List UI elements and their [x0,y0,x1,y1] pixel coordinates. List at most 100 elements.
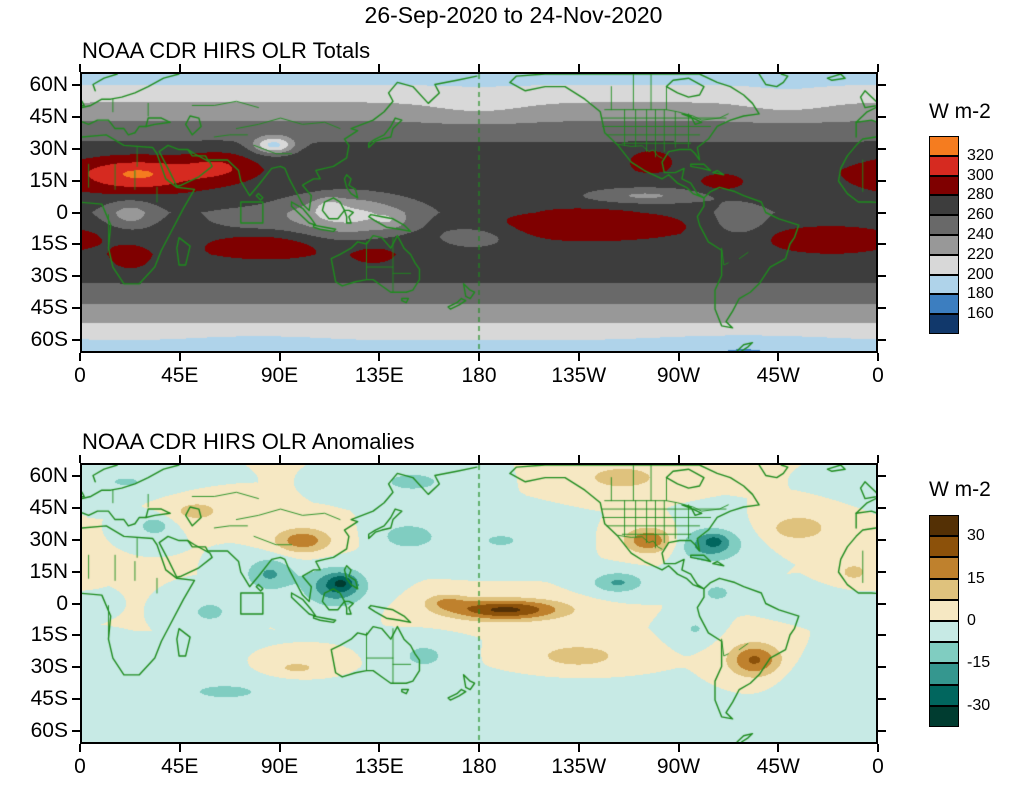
lon-major-tick [777,353,780,361]
lon-tick-label: 45E [161,364,199,387]
anomalies-map-frame [80,463,878,744]
lat-tick-label: 30N [29,527,68,551]
colorbar-tick-label: 280 [967,186,994,204]
lat-major-tick [878,474,886,477]
lon-major-tick [278,455,281,463]
colorbar-tick-label: 0 [967,612,976,629]
lon-tick-label: 90E [260,755,299,778]
lat-tick-label: 30S [30,264,68,288]
lon-major-tick [478,64,480,72]
lat-tick-label: 45N [29,495,68,519]
lat-major-tick [72,307,80,310]
lon-tick-label: 45W [756,364,800,387]
lat-major-tick [72,243,80,246]
totals-panel-title: NOAA CDR HIRS OLR Totals [82,38,371,63]
lon-major-tick [877,353,879,361]
lat-major-tick [878,666,886,669]
lat-major-tick [72,602,80,605]
lat-major-tick [72,634,80,637]
lat-major-tick [878,339,886,342]
colorbar-box [929,536,959,558]
lon-major-tick [378,353,381,361]
colorbar-box [929,663,959,685]
lon-major-tick [278,64,281,72]
lat-tick-label: 45S [30,296,68,320]
lon-major-tick [178,64,181,72]
lon-major-tick [577,64,580,72]
lon-major-tick [677,64,680,72]
lat-major-tick [72,115,80,118]
lat-tick-label: 15N [29,168,68,192]
colorbar-box [929,684,959,706]
lat-major-tick [72,211,80,214]
lat-tick-label: 60N [29,72,68,96]
lat-major-tick [72,83,80,86]
colorbar-box [929,599,959,621]
colorbar-tick-label: 160 [967,305,994,323]
totals-colorbar-units: W m-2 [929,100,991,123]
lat-major-tick [878,538,886,541]
lon-major-tick [79,64,81,72]
lon-tick-label: 0 [74,755,86,778]
lon-major-tick [79,455,81,463]
lon-major-tick [677,744,680,752]
lon-tick-label: 0 [872,364,884,387]
lat-major-tick [72,147,80,150]
lon-major-tick [79,353,81,361]
lat-major-tick [72,570,80,573]
lon-major-tick [877,744,879,752]
totals-map-canvas [82,74,876,351]
lon-major-tick [378,744,381,752]
lon-major-tick [577,353,580,361]
lat-tick-label: 60N [29,463,68,487]
lon-tick-label: 90E [260,364,299,387]
lat-major-tick [72,730,80,733]
colorbar-tick-label: 320 [967,146,994,164]
lat-major-tick [878,730,886,733]
lon-tick-label: 45W [756,755,800,778]
colorbar-tick-label: 200 [967,265,994,283]
lat-major-tick [878,570,886,573]
lon-major-tick [577,744,580,752]
colorbar-box [929,235,959,255]
anomalies-map-canvas [82,465,876,742]
lat-major-tick [878,602,886,605]
lat-major-tick [878,634,886,637]
lon-tick-label: 180 [461,755,497,778]
lon-major-tick [677,455,680,463]
lon-major-tick [378,64,381,72]
anomalies-colorbar-units: W m-2 [929,478,991,501]
colorbar-box [929,621,959,643]
colorbar-box [929,294,959,315]
lon-major-tick [777,455,780,463]
lon-tick-label: 90W [656,755,701,778]
lat-tick-label: 60S [30,328,68,352]
lat-tick-label: 15S [30,623,68,647]
lon-tick-label: 135W [551,755,607,778]
anomalies-colorbar: 30 15 0 -15 -30 [929,515,990,727]
colorbar-tick-label: 220 [967,245,994,263]
colorbar-tick-label: 240 [967,226,994,243]
colorbar-tick-label: 260 [967,206,994,224]
lon-tick-label: 135E [354,755,404,778]
lon-major-tick [478,455,480,463]
lon-tick-label: 180 [461,364,497,387]
lat-tick-label: 0 [56,591,68,615]
colorbar-box [929,195,959,216]
colorbar-box [929,155,959,176]
lat-tick-label: 0 [56,200,68,224]
lat-tick-label: 30S [30,655,68,679]
colorbar-tick-label: 15 [967,569,985,587]
lat-tick-label: 15N [29,559,68,583]
colorbar-tick-label: 180 [967,285,994,303]
lat-major-tick [72,666,80,669]
lat-tick-label: 60S [30,719,68,743]
lon-tick-label: 0 [74,364,86,387]
lat-major-tick [72,275,80,278]
lon-major-tick [178,353,181,361]
colorbar-box [929,254,959,275]
lon-major-tick [178,455,181,463]
lat-major-tick [878,147,886,150]
colorbar-box [929,578,959,600]
